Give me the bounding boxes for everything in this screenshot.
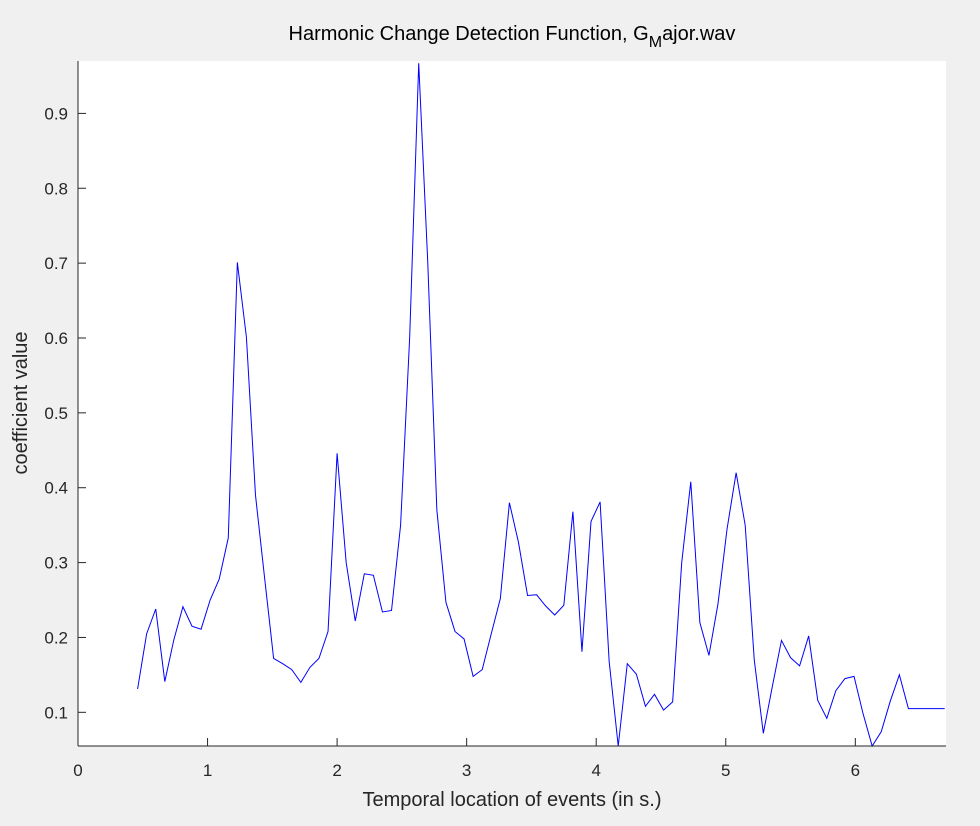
y-tick-label: 0.1 (44, 703, 68, 722)
y-tick-label: 0.5 (44, 404, 68, 423)
y-tick-label: 0.8 (44, 179, 68, 198)
x-tick-label: 2 (332, 761, 341, 780)
x-tick-label: 5 (721, 761, 730, 780)
y-tick-label: 0.2 (44, 628, 68, 647)
axes-layer: 0 1 2 3 4 5 6 0.1 0.2 0.3 0.4 0.5 0.6 0.7 0.8 0.9 (44, 61, 946, 780)
x-tick-label: 3 (462, 761, 471, 780)
data-layer (137, 63, 945, 748)
chart-title: Harmonic Change Detection Function, GMaj… (289, 23, 736, 51)
x-axis-label: Temporal location of events (in s.) (362, 789, 661, 811)
chart-title-tail: ajor.wav (662, 23, 735, 45)
x-tick-label: 4 (591, 761, 600, 780)
x-tick-label: 0 (73, 761, 82, 780)
x-tick-label: 1 (203, 761, 212, 780)
chart-title-subscript: M (649, 34, 662, 51)
y-tick-label: 0.4 (44, 479, 68, 498)
y-axis-label: coefficient value (10, 331, 32, 474)
series-line (137, 63, 945, 748)
plot-area (78, 61, 946, 746)
y-tick-label: 0.9 (44, 104, 68, 123)
x-tick-label: 6 (851, 761, 860, 780)
y-tick-label: 0.6 (44, 329, 68, 348)
chart-title-main: Harmonic Change Detection Function, G (289, 23, 649, 45)
y-tick-label: 0.3 (44, 554, 68, 573)
y-tick-label: 0.7 (44, 254, 68, 273)
